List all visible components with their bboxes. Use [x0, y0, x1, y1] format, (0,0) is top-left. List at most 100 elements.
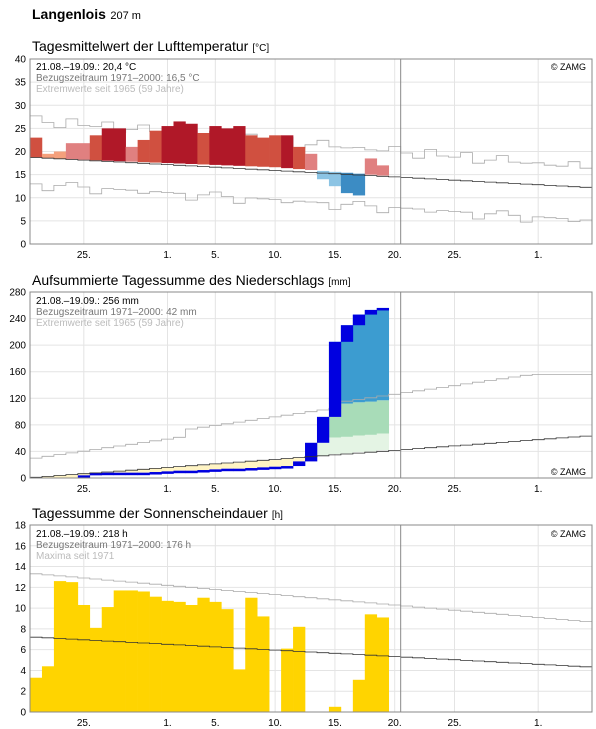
precipitation-deficit-band: [197, 465, 210, 471]
sunshine-bar: [137, 591, 150, 712]
precipitation-deficit-band: [77, 473, 91, 476]
precipitation-deficit-band: [257, 460, 270, 468]
temperature-min-extreme-line: [30, 182, 592, 223]
temperature-bar: [305, 153, 318, 170]
precipitation-step: [209, 469, 222, 472]
precipitation-step: [125, 472, 138, 476]
temperature-bar: [364, 158, 378, 175]
sunshine-copyright: © ZAMG: [551, 529, 586, 539]
y-tick-label: 12: [15, 583, 27, 594]
sunshine-bar: [221, 609, 234, 712]
sunshine-max-line: [30, 573, 592, 622]
x-tick-label: 15.: [328, 250, 342, 261]
temperature-axes: 0 5 10 15 20 25 30 35 40 25. 1. 5. 10. 15. 20. 25. 1.: [15, 55, 593, 261]
sunshine-bar: [328, 706, 342, 712]
precipitation-step: [137, 472, 150, 476]
temperature-info-extremes: Extremwerte seit 1965 (59 Jahre): [36, 84, 184, 95]
y-tick-label: 16: [15, 541, 27, 552]
x-tick-label: 1.: [163, 718, 171, 729]
precipitation-step: [269, 466, 282, 470]
precipitation-max-extreme-line: [30, 374, 592, 459]
y-tick-label: 15: [15, 170, 27, 181]
precipitation-step: [316, 416, 330, 443]
sunshine-bar: [352, 679, 366, 712]
precipitation-surplus-band: [364, 401, 378, 435]
x-tick-label: 1.: [534, 250, 542, 261]
precipitation-chart: Aufsummierte Tagessumme des Niederschlag…: [9, 272, 593, 495]
y-tick-label: 0: [20, 708, 26, 719]
temperature-bar: [77, 143, 91, 160]
precipitation-step: [185, 470, 198, 474]
temperature-bar: [352, 173, 366, 196]
precipitation-step: [221, 468, 234, 472]
precipitation-deficit-band: [173, 466, 186, 471]
x-tick-label: 25.: [448, 484, 462, 495]
precipitation-deficit-band: [281, 458, 294, 467]
station-elevation: 207 m: [110, 10, 141, 22]
x-tick-label: 10.: [268, 484, 282, 495]
precipitation-deficit-band: [53, 475, 67, 478]
temperature-bar: [328, 171, 342, 187]
precipitation-step: [257, 467, 270, 470]
plot-frame: [29, 58, 593, 245]
y-tick-label: 14: [15, 562, 27, 573]
y-tick-label: 120: [9, 394, 26, 405]
precipitation-info-reference: Bezugszeitraum 1971–2000: 42 mm: [36, 307, 197, 318]
y-tick-label: 40: [15, 447, 27, 458]
precipitation-deficit-band: [293, 458, 306, 462]
y-tick-label: 10: [15, 604, 27, 615]
temperature-bar: [53, 151, 67, 159]
temperature-bar: [101, 128, 115, 161]
y-tick-label: 40: [15, 55, 27, 66]
y-tick-label: 6: [20, 645, 26, 656]
precipitation-step: [376, 307, 390, 311]
precipitation-step: [364, 309, 378, 315]
x-tick-label: 1.: [163, 484, 171, 495]
x-tick-label: 1.: [534, 484, 542, 495]
y-tick-label: 2: [20, 687, 26, 698]
precipitation-surplus-band: [340, 436, 354, 454]
precipitation-step: [340, 325, 354, 342]
precipitation-surplus-band: [352, 435, 366, 453]
sunshine-chart-title: Tagessumme der Sonnenscheindauer [h]: [32, 505, 283, 521]
sunshine-bar: [197, 597, 210, 712]
temperature-bar: [257, 137, 270, 167]
precipitation-surplus-band: [376, 433, 390, 451]
y-tick-label: 30: [15, 101, 27, 112]
temperature-bar: [340, 172, 354, 194]
temperature-chart: Tagesmittelwert der Lufttemperatur [°C] 0…: [15, 38, 593, 261]
precipitation-deficit-band: [209, 464, 222, 470]
sunshine-info-current: 21.08.–19.09.: 218 h: [36, 529, 128, 540]
precipitation-deficit-band: [245, 461, 258, 469]
precipitation-step: [293, 461, 306, 467]
precipitation-step: [77, 475, 91, 478]
precipitation-step: [197, 470, 210, 473]
precipitation-step: [245, 468, 258, 471]
precipitation-deficit-band: [41, 476, 55, 478]
sunshine-axes: 0 2 4 6 8 10 12 14 16 18 25. 1. 5. 10. 15. 20. 25. 1.: [15, 521, 593, 729]
temperature-bar: [376, 165, 390, 176]
temperature-copyright: © ZAMG: [551, 62, 586, 72]
precipitation-step: [149, 472, 162, 475]
precipitation-step: [328, 341, 342, 417]
precipitation-surplus-band: [352, 314, 366, 403]
precipitation-step: [305, 442, 318, 462]
precipitation-surplus-band: [328, 437, 342, 455]
precipitation-deficit-band: [125, 470, 138, 473]
temperature-bar: [197, 133, 210, 165]
temperature-reference-line: [30, 157, 592, 188]
temperature-reference: [30, 157, 592, 188]
temperature-bar: [316, 170, 330, 180]
x-tick-label: 25.: [77, 250, 91, 261]
x-tick-label: 25.: [77, 718, 91, 729]
temperature-bar: [269, 135, 282, 168]
x-tick-label: 25.: [448, 718, 462, 729]
precipitation-step: [101, 472, 115, 476]
precipitation-deficit-band: [113, 470, 126, 473]
sunshine-bar: [173, 601, 186, 712]
precipitation-deficit-band: [221, 463, 234, 469]
precipitation-info-extremes: Extremwerte seit 1965 (59 Jahre): [36, 318, 184, 329]
x-tick-label: 10.: [268, 250, 282, 261]
precipitation-info-current: 21.08.–19.09.: 256 mm: [36, 296, 139, 307]
station-name: Langenlois: [32, 6, 106, 22]
